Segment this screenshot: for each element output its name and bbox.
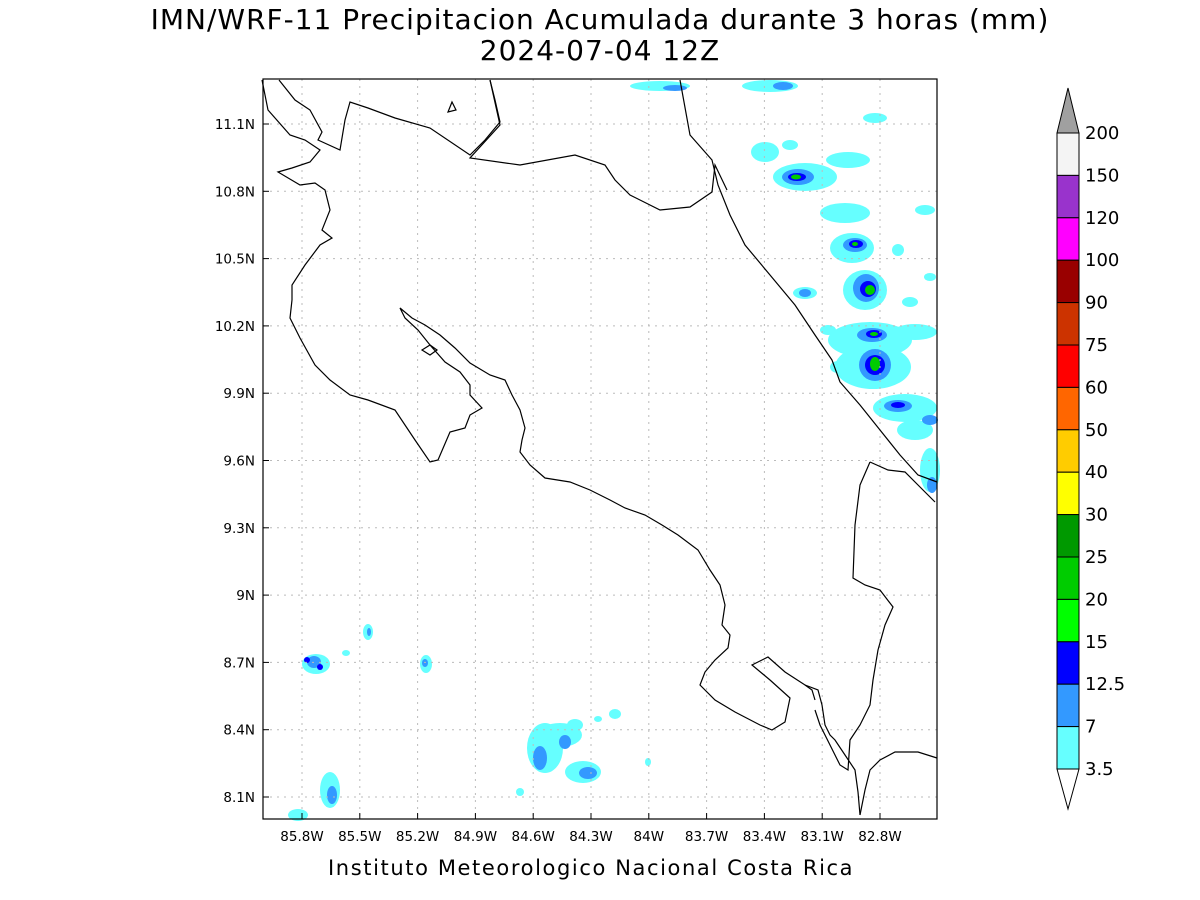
legend-swatch bbox=[1056, 726, 1080, 770]
precip-medium-areas bbox=[307, 82, 938, 804]
lon-tick-label: 83.4W bbox=[743, 829, 786, 845]
lat-tick-label: 8.4N bbox=[223, 723, 255, 739]
lat-tick-label: 11.1N bbox=[215, 117, 255, 133]
map-grid bbox=[263, 79, 937, 819]
lat-tick-label: 9.9N bbox=[223, 386, 255, 402]
lon-tick-label: 84.6W bbox=[511, 829, 554, 845]
legend-swatch bbox=[1056, 174, 1080, 219]
legend-label: 15 bbox=[1085, 632, 1108, 653]
lon-tick-label: 85.5W bbox=[338, 829, 381, 845]
color-legend: 200 150 120 100 90 75 60 50 40 30 25 20 15 12.5 7 3.5 bbox=[1056, 87, 1125, 811]
legend-swatch bbox=[1056, 132, 1080, 176]
legend-swatch bbox=[1056, 556, 1080, 600]
legend-label: 90 bbox=[1085, 293, 1108, 314]
map-frame bbox=[262, 78, 938, 820]
lon-tick-label: 83.1W bbox=[800, 829, 843, 845]
precipitation-field bbox=[288, 80, 940, 821]
latitude-labels: 11.1N 10.8N 10.5N 10.2N 9.9N 9.6N 9.3N 9N 8.7N 8.… bbox=[215, 117, 255, 806]
lat-tick-label: 9N bbox=[236, 588, 255, 604]
legend-label: 7 bbox=[1085, 717, 1096, 738]
legend-label: 60 bbox=[1085, 377, 1108, 398]
precip-green-areas bbox=[791, 174, 880, 371]
legend-swatch bbox=[1056, 683, 1080, 728]
legend-label: 30 bbox=[1085, 505, 1108, 526]
legend-label: 100 bbox=[1085, 250, 1119, 271]
legend-swatch bbox=[1056, 514, 1080, 558]
legend-swatch bbox=[1056, 429, 1080, 473]
lon-tick-label: 84.3W bbox=[569, 829, 612, 845]
legend-label: 25 bbox=[1085, 547, 1108, 568]
lon-tick-label: 85.2W bbox=[396, 829, 439, 845]
lat-tick-label: 9.6N bbox=[223, 454, 255, 470]
legend-swatch bbox=[1056, 386, 1080, 431]
lon-tick-label: 84.9W bbox=[454, 829, 497, 845]
legend-label: 40 bbox=[1085, 462, 1108, 483]
lat-tick-label: 8.1N bbox=[223, 790, 255, 806]
legend-swatch bbox=[1056, 259, 1080, 304]
legend-label: 120 bbox=[1085, 208, 1119, 229]
legend-label: 50 bbox=[1085, 420, 1108, 441]
legend-swatch bbox=[1056, 471, 1080, 516]
longitude-labels: 85.8W 85.5W 85.2W 84.9W 84.6W 84.3W 84W 83.7W 83… bbox=[280, 829, 901, 845]
legend-label: 150 bbox=[1085, 165, 1119, 186]
lat-tick-label: 10.5N bbox=[215, 252, 255, 268]
legend-label: 12.5 bbox=[1085, 674, 1125, 695]
legend-cap-top bbox=[1056, 87, 1080, 134]
lat-tick-label: 10.8N bbox=[215, 184, 255, 200]
map-subtitle: 2024-07-04 12Z bbox=[479, 34, 721, 67]
legend-cap-bottom bbox=[1056, 768, 1080, 811]
legend-swatch bbox=[1056, 217, 1080, 261]
coastline-borders bbox=[261, 79, 938, 816]
lat-tick-label: 10.2N bbox=[215, 319, 255, 335]
legend-swatch bbox=[1056, 598, 1080, 643]
legend-swatch bbox=[1056, 344, 1080, 388]
map-title: IMN/WRF-11 Precipitacion Acumulada duran… bbox=[150, 3, 1050, 36]
footer-institution: Instituto Meteorologico Nacional Costa R… bbox=[328, 856, 855, 880]
legend-label: 200 bbox=[1085, 123, 1119, 144]
lon-tick-label: 85.8W bbox=[280, 829, 323, 845]
legend-label: 75 bbox=[1085, 335, 1108, 356]
lon-tick-label: 84W bbox=[634, 829, 665, 845]
legend-label: 3.5 bbox=[1085, 759, 1114, 780]
lat-tick-label: 9.3N bbox=[223, 521, 255, 537]
lat-tick-label: 8.7N bbox=[223, 655, 255, 671]
lon-tick-label: 83.7W bbox=[685, 829, 728, 845]
legend-swatch bbox=[1056, 641, 1080, 685]
precip-heavy-areas bbox=[304, 173, 905, 670]
legend-swatch bbox=[1056, 302, 1080, 346]
legend-label: 20 bbox=[1085, 589, 1108, 610]
lon-tick-label: 82.8W bbox=[858, 829, 901, 845]
